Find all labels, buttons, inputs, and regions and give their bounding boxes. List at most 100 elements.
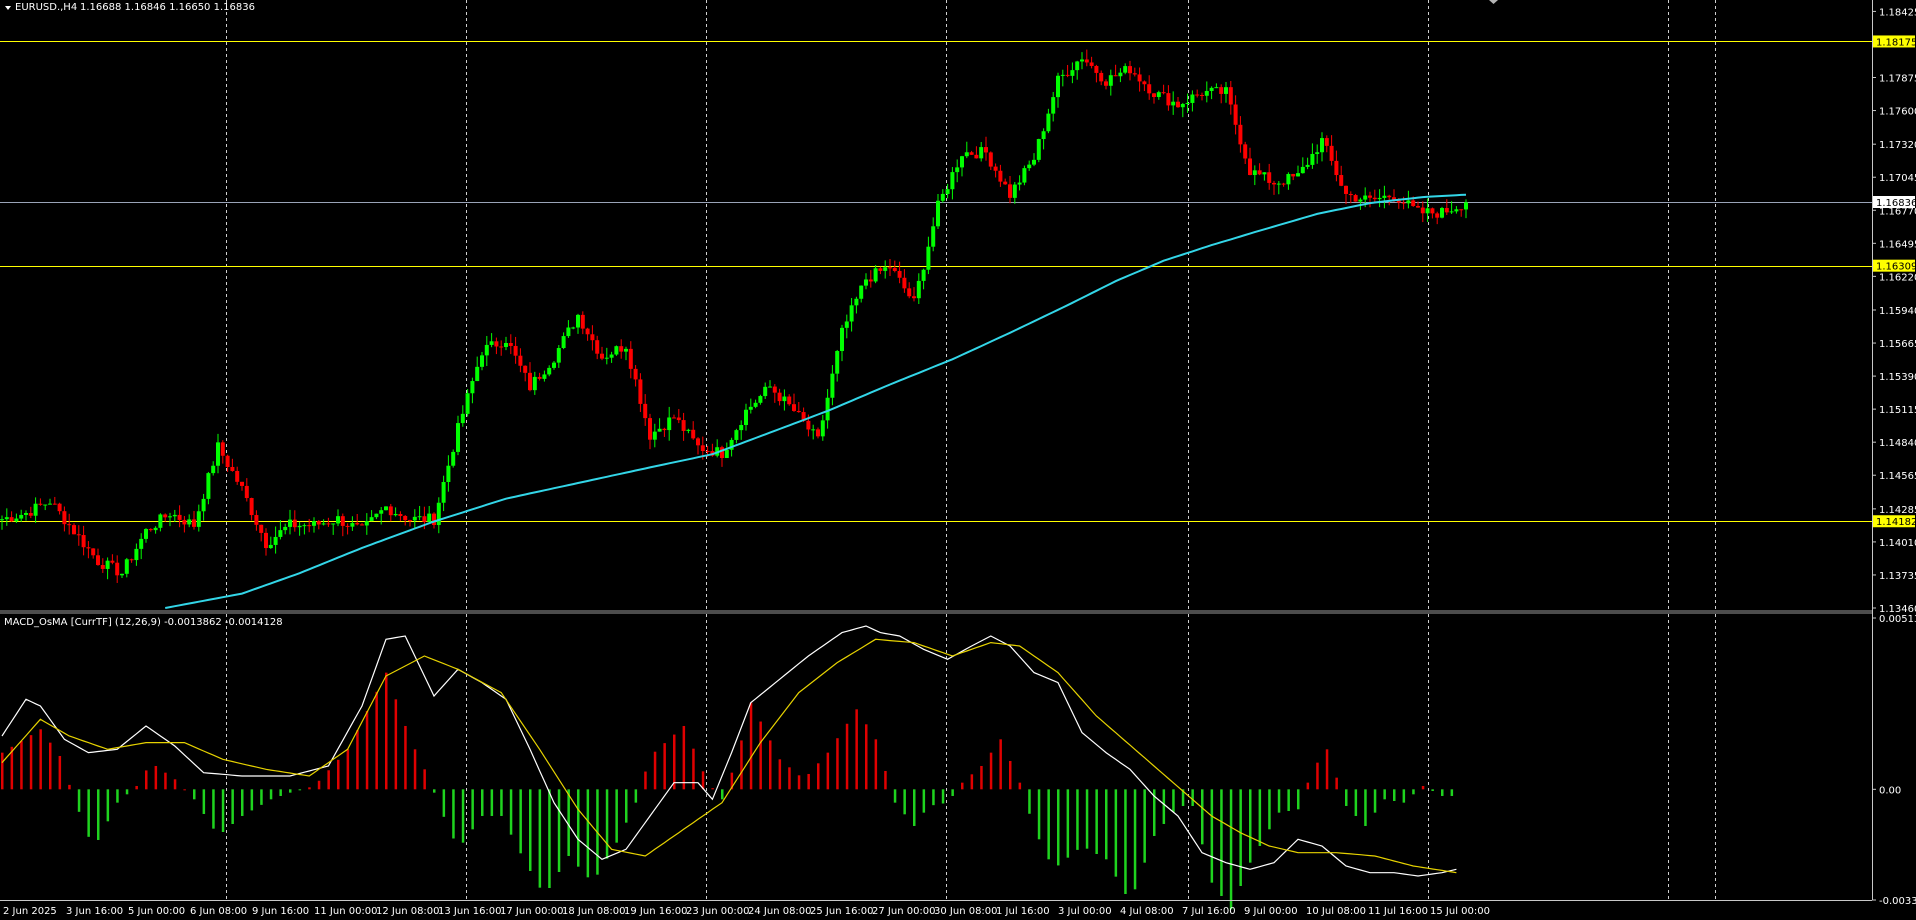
bull-candle bbox=[739, 425, 744, 431]
bull-candle bbox=[456, 423, 460, 452]
bear-candle bbox=[1329, 145, 1334, 161]
osma-bar bbox=[634, 789, 638, 803]
bear-candle bbox=[1176, 101, 1180, 108]
price-panel[interactable] bbox=[0, 0, 1872, 610]
bull-candle bbox=[614, 346, 619, 355]
osma-bar bbox=[653, 751, 657, 790]
osma-bar bbox=[605, 789, 609, 859]
bull-candle bbox=[283, 526, 288, 531]
time-tick-label: 27 Jun 00:00 bbox=[872, 906, 936, 917]
bull-candle bbox=[384, 506, 388, 511]
bull-candle bbox=[782, 396, 787, 402]
bull-candle bbox=[1454, 209, 1459, 212]
osma-bar bbox=[769, 740, 772, 790]
bull-candle bbox=[1070, 70, 1075, 76]
bull-candle bbox=[945, 189, 950, 194]
bull-candle bbox=[729, 439, 734, 450]
macd-osma-panel[interactable] bbox=[1, 614, 1716, 910]
osma-bar bbox=[836, 738, 839, 790]
bear-candle bbox=[1142, 81, 1147, 85]
bear-candle bbox=[878, 268, 883, 271]
osma-bar bbox=[279, 789, 282, 796]
osma-bar bbox=[10, 746, 14, 790]
bear-candle bbox=[700, 445, 705, 451]
osma-bar bbox=[865, 724, 868, 790]
osma-bar bbox=[1364, 789, 1367, 826]
level-price-label: 1.18175 bbox=[1876, 37, 1916, 48]
osma-bar bbox=[567, 789, 570, 856]
time-axis[interactable]: 2 Jun 2025 3 Jun 16:00 5 Jun 00:00 6 Jun 08… bbox=[3, 906, 1490, 917]
time-tick-label: 25 Jun 16:00 bbox=[810, 906, 874, 917]
osma-bar bbox=[423, 769, 426, 790]
osma-bar bbox=[1441, 789, 1444, 796]
bull-candle bbox=[1224, 87, 1228, 94]
dropdown-triangle-icon[interactable] bbox=[5, 6, 11, 10]
osma-bar bbox=[365, 710, 369, 790]
bear-candle bbox=[422, 516, 427, 522]
indicator-axis[interactable]: 0.0051394 0.00 -0.003320 bbox=[1872, 614, 1916, 907]
indicator-tick-label: -0.003320 bbox=[1879, 896, 1916, 907]
bull-candle bbox=[364, 521, 369, 526]
osma-bar bbox=[1306, 782, 1310, 790]
bear-candle bbox=[720, 447, 724, 459]
time-tick-label: 9 Jun 16:00 bbox=[252, 906, 309, 917]
osma-bar bbox=[250, 789, 254, 811]
bear-candle bbox=[619, 346, 624, 352]
price-axis[interactable]: 1.18425 1.17875 1.17600 1.17320 1.17045 1.167… bbox=[1872, 7, 1916, 615]
osma-bar bbox=[97, 789, 100, 840]
price-tick-label: 1.14285 bbox=[1879, 505, 1916, 516]
bear-candle bbox=[1344, 185, 1348, 194]
bull-candle bbox=[412, 516, 417, 521]
bull-candle bbox=[427, 513, 432, 522]
osma-bar bbox=[980, 765, 983, 790]
bear-candle bbox=[681, 420, 686, 431]
bear-candle bbox=[1396, 199, 1401, 203]
bear-candle bbox=[892, 268, 897, 271]
osma-bar bbox=[615, 789, 618, 843]
price-tick-label: 1.17320 bbox=[1879, 140, 1916, 151]
osma-bar bbox=[913, 789, 916, 826]
time-tick-label: 9 Jul 00:00 bbox=[1244, 906, 1298, 917]
bull-candle bbox=[1022, 168, 1027, 183]
bear-candle bbox=[508, 342, 513, 346]
bull-candle bbox=[105, 560, 110, 569]
osma-bar bbox=[644, 771, 647, 790]
bull-candle bbox=[124, 559, 129, 574]
bull-candle bbox=[576, 314, 580, 328]
osma-bar bbox=[1191, 789, 1194, 806]
osma-bar bbox=[193, 789, 196, 800]
osma-bar bbox=[903, 789, 906, 815]
bull-candle bbox=[561, 336, 566, 349]
bull-candle bbox=[1214, 87, 1219, 89]
bear-candle bbox=[1099, 72, 1104, 82]
osma-bar bbox=[1095, 789, 1098, 854]
bull-candle bbox=[542, 374, 547, 379]
bear-candle bbox=[590, 334, 595, 341]
bear-candle bbox=[1248, 158, 1252, 176]
bull-candle bbox=[1056, 75, 1060, 98]
osma-bar bbox=[874, 739, 878, 790]
osma-bar bbox=[1335, 777, 1338, 790]
bear-candle bbox=[129, 559, 134, 561]
bull-candle bbox=[955, 167, 960, 173]
bear-candle bbox=[676, 417, 681, 421]
bull-candle bbox=[1315, 152, 1320, 154]
bull-candle bbox=[556, 348, 561, 363]
bull-candle bbox=[657, 428, 662, 432]
bear-candle bbox=[580, 314, 585, 329]
bull-candle bbox=[768, 386, 772, 388]
osma-bar bbox=[999, 739, 1002, 790]
osma-bar bbox=[260, 789, 263, 805]
bull-candle bbox=[547, 367, 552, 375]
osma-bar bbox=[1345, 789, 1348, 806]
bull-candle bbox=[652, 431, 657, 440]
bull-candle bbox=[451, 451, 456, 466]
bull-candle bbox=[936, 200, 940, 227]
bear-candle bbox=[600, 353, 604, 359]
time-tick-label: 19 Jun 16:00 bbox=[624, 906, 688, 917]
bull-candle bbox=[374, 513, 379, 518]
osma-bar bbox=[759, 721, 762, 790]
scroll-marker-icon[interactable] bbox=[1489, 0, 1498, 4]
bull-candle bbox=[979, 147, 984, 159]
